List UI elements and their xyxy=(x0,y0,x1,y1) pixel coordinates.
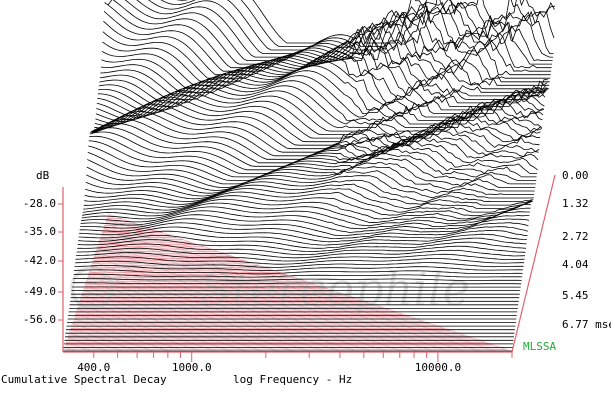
software-label: MLSSA xyxy=(523,340,556,353)
y-tick-label: -42.0 xyxy=(23,254,56,267)
y-tick-label: -28.0 xyxy=(23,197,56,210)
y-axis-label: dB xyxy=(36,169,50,182)
y-tick-labels: -28.0 -35.0 -42.0 -49.0 -56.0 xyxy=(23,197,56,326)
time-tick-label: 4.04 xyxy=(562,258,589,271)
x-axis-label: log Frequency - Hz xyxy=(233,373,352,386)
decay-trace xyxy=(81,211,529,229)
time-tick-label: 2.72 xyxy=(562,230,589,243)
decay-trace xyxy=(89,141,537,177)
x-tick-label: 10000.0 xyxy=(415,361,461,374)
decay-trace xyxy=(103,22,550,78)
time-tick-label: 0.00 xyxy=(562,169,589,182)
x-tick-label: 1000.0 xyxy=(172,361,212,374)
y-tick-label: -49.0 xyxy=(23,285,56,298)
chart-title: Cumulative Spectral Decay xyxy=(1,373,167,386)
time-tick-label: 1.32 xyxy=(562,197,589,210)
decay-trace xyxy=(91,119,539,159)
decay-trace xyxy=(96,88,544,128)
time-tick-label: 6.77 msec xyxy=(562,318,611,331)
time-tick-labels: 0.00 1.32 2.72 4.04 5.45 6.77 msec xyxy=(562,169,611,331)
decay-trace xyxy=(102,26,549,85)
y-tick-label: -56.0 xyxy=(23,313,56,326)
y-tick-label: -35.0 xyxy=(23,225,56,238)
decay-trace xyxy=(96,85,544,124)
decay-trace xyxy=(87,160,535,188)
time-tick-label: 5.45 xyxy=(562,289,589,302)
